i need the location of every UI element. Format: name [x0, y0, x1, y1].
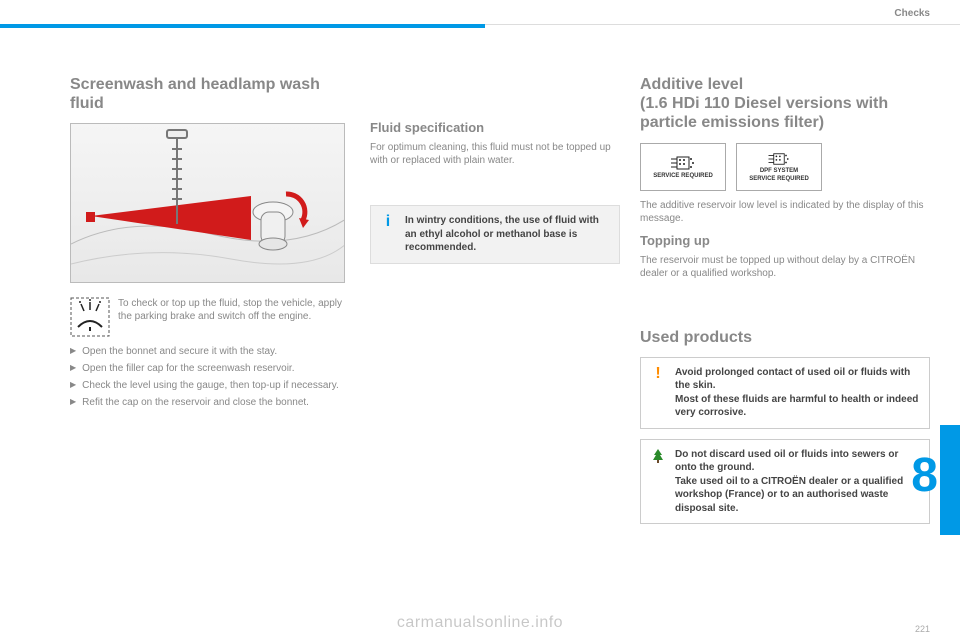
side-tab: [940, 425, 960, 535]
dpf-icon: [671, 155, 695, 171]
dash-dpf-service: DPF SYSTEM SERVICE REQUIRED: [736, 143, 822, 191]
bullet-1: Open the bonnet and secure it with the s…: [82, 345, 277, 358]
dashboard-messages: SERVICE REQUIRED DPF SYSTEM SERVICE REQU…: [640, 143, 930, 191]
heading-screenwash: Screenwash and headlamp wash fluid: [70, 75, 345, 113]
procedure-list: Open the bonnet and secure it with the s…: [70, 345, 345, 409]
heading-fluid-spec: Fluid specification: [370, 120, 620, 135]
heading-additive: Additive level (1.6 HDi 110 Diesel versi…: [640, 75, 930, 133]
column-left: Screenwash and headlamp wash fluid: [70, 75, 345, 413]
instruction-text: To check or top up the fluid, stop the v…: [118, 297, 345, 337]
warning-callout-text: Avoid prolonged contact of used oil or f…: [675, 366, 919, 420]
watermark: carmanualsonline.info: [0, 614, 960, 632]
page-number: 221: [915, 624, 930, 634]
info-callout-text: In wintry conditions, the use of fluid w…: [405, 214, 609, 255]
illustration-reservoir: [70, 123, 345, 283]
washer-icon: [70, 297, 110, 337]
bullet-2: Open the filler cap for the screenwash r…: [82, 362, 294, 375]
instruction-icon-row: To check or top up the fluid, stop the v…: [70, 297, 345, 337]
warning-icon: !: [649, 366, 667, 420]
chapter-number: 8: [911, 448, 938, 503]
info-icon: i: [379, 214, 397, 255]
bullet-3: Check the level using the gauge, then to…: [82, 379, 339, 392]
dash-right-label-1: DPF SYSTEM: [760, 168, 798, 174]
info-callout: i In wintry conditions, the use of fluid…: [370, 205, 620, 264]
dash-left-label: SERVICE REQUIRED: [653, 173, 713, 179]
column-middle: Fluid specification For optimum cleaning…: [370, 120, 620, 274]
top-accent-bar: [0, 24, 485, 28]
chapter-label: Checks: [894, 8, 930, 19]
topping-text: The reservoir must be topped up without …: [640, 254, 930, 280]
eco-callout-text: Do not discard used oil or fluids into s…: [675, 448, 919, 516]
dash-right-label-2: SERVICE REQUIRED: [749, 176, 809, 182]
eco-callout: Do not discard used oil or fluids into s…: [640, 439, 930, 525]
column-right: Additive level (1.6 HDi 110 Diesel versi…: [640, 75, 930, 534]
bullet-4: Refit the cap on the reservoir and close…: [82, 396, 309, 409]
top-rule: [485, 24, 960, 25]
warning-callout: ! Avoid prolonged contact of used oil or…: [640, 357, 930, 429]
fluid-spec-text: For optimum cleaning, this fluid must no…: [370, 141, 620, 167]
dash-service-required: SERVICE REQUIRED: [640, 143, 726, 191]
dpf-icon: [767, 152, 791, 166]
heading-used-products: Used products: [640, 328, 930, 347]
additive-text: The additive reservoir low level is indi…: [640, 199, 930, 225]
tree-icon: [649, 448, 667, 516]
heading-topping-up: Topping up: [640, 233, 930, 248]
